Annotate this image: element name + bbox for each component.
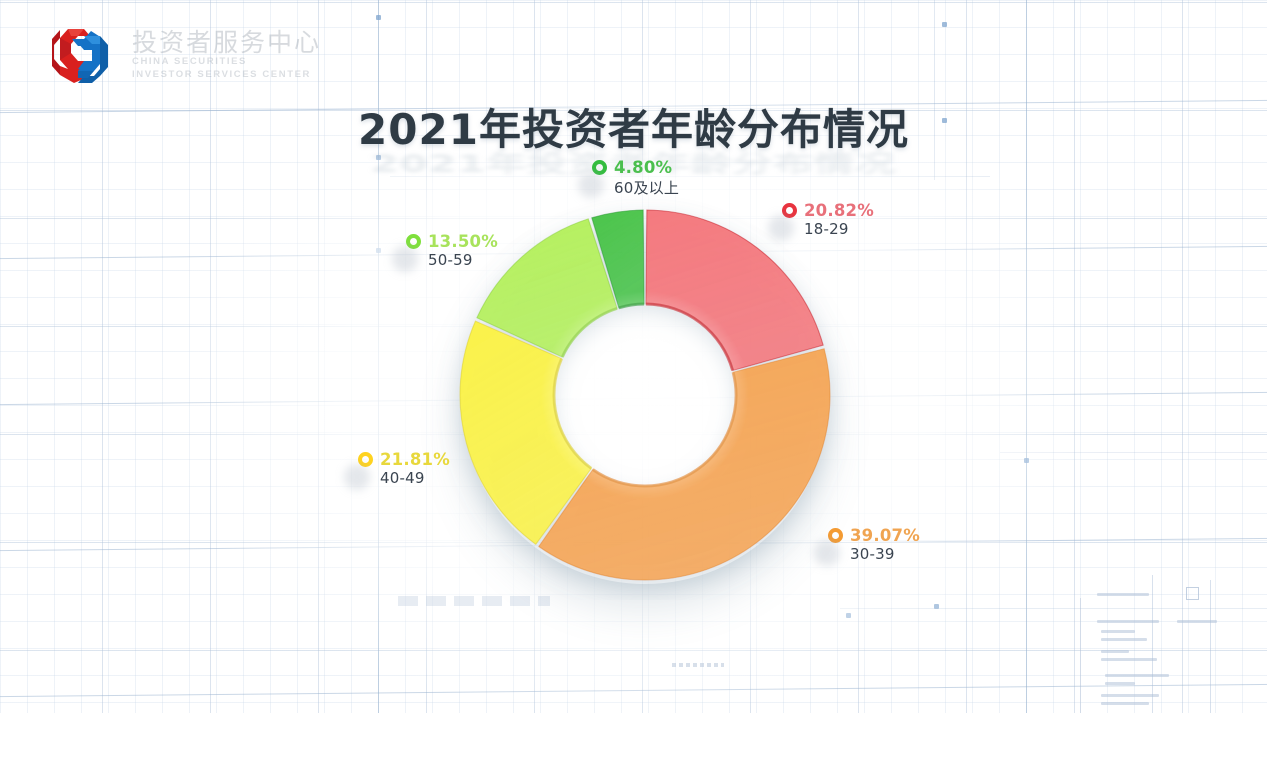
label-percent: 4.80% bbox=[614, 158, 673, 177]
brand-logo: 投资者服务中心 CHINA SECURITIES INVESTOR SERVIC… bbox=[44, 25, 321, 87]
label-glow-blob bbox=[578, 172, 604, 198]
label-range: 30-39 bbox=[850, 545, 895, 563]
label-glow-blob bbox=[344, 464, 370, 490]
legend-marker-icon bbox=[782, 203, 797, 218]
label-60-plus[interactable]: 4.80% 60及以上 bbox=[578, 158, 680, 198]
label-50-59[interactable]: 13.50% 50-59 bbox=[392, 232, 498, 272]
label-30-39[interactable]: 39.07% 30-39 bbox=[814, 526, 920, 566]
label-percent: 21.81% bbox=[380, 450, 450, 469]
label-range: 40-49 bbox=[380, 469, 425, 487]
label-percent: 13.50% bbox=[428, 232, 498, 251]
brand-name-en-line1: CHINA SECURITIES bbox=[132, 56, 247, 68]
label-range: 60及以上 bbox=[614, 179, 680, 197]
donut-chart-svg bbox=[459, 209, 831, 581]
donut-chart bbox=[459, 209, 831, 581]
decorative-checkbox-icon bbox=[1186, 587, 1199, 600]
brand-name-en: CHINA SECURITIES INVESTOR SERVICES CENTE… bbox=[132, 56, 321, 82]
brand-name-en-line2: INVESTOR SERVICES CENTER bbox=[132, 69, 311, 81]
page-title: 2021年投资者年龄分布情况 bbox=[358, 105, 909, 154]
brand-name-cn: 投资者服务中心 bbox=[132, 28, 322, 58]
decorative-dash-row bbox=[672, 663, 724, 667]
decorative-wireframe-panel bbox=[1080, 593, 1267, 713]
label-glow-blob bbox=[814, 540, 840, 566]
label-18-29[interactable]: 20.82% 18-29 bbox=[768, 201, 874, 241]
legend-marker-icon bbox=[592, 160, 607, 175]
csisc-logo-icon bbox=[44, 25, 118, 87]
label-range: 18-29 bbox=[804, 220, 849, 238]
legend-marker-icon bbox=[828, 528, 843, 543]
label-range: 50-59 bbox=[428, 251, 473, 269]
legend-marker-icon bbox=[406, 234, 421, 249]
label-40-49[interactable]: 21.81% 40-49 bbox=[344, 450, 450, 490]
decorative-dash-row bbox=[398, 596, 550, 606]
legend-marker-icon bbox=[358, 452, 373, 467]
label-glow-blob bbox=[768, 215, 794, 241]
label-glow-blob bbox=[392, 246, 418, 272]
brand-logo-text: 投资者服务中心 CHINA SECURITIES INVESTOR SERVIC… bbox=[132, 28, 322, 82]
label-percent: 20.82% bbox=[804, 201, 874, 220]
label-percent: 39.07% bbox=[850, 526, 920, 545]
